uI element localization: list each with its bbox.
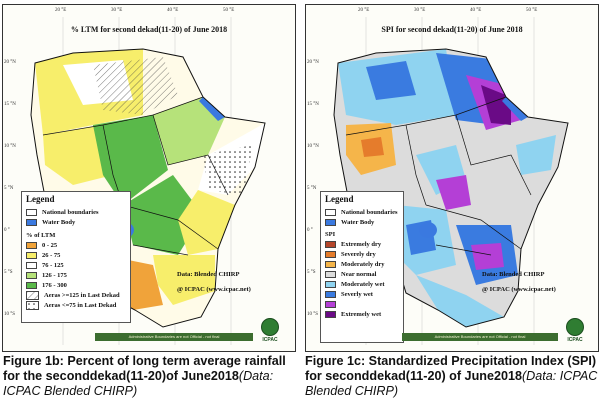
data-credit: Data: Blended CHIRP [482,271,545,278]
legend-class: 76 - 125 [26,260,130,270]
red-sea [502,97,528,121]
ltm-legend: Legend National boundaries Water Body % … [21,191,131,323]
longitude-ticks: 20 °E 30 °E 40 °E 50 °E [358,8,538,13]
data-credit: Data: Blended CHIRP [177,271,240,278]
legend-boundaries: National boundaries [325,207,403,217]
ltm-map-panel: 20 °E 30 °E 40 °E 50 °E 20 °N 15 °N 10 °… [2,4,296,352]
icpac-seal-icon [261,318,279,336]
legend-class: 126 - 175 [26,270,130,280]
legend-class: Severely dry [325,249,403,259]
disclaimer-banner: Administrative Boundaries are not Offici… [95,333,253,341]
legend-class [325,299,403,309]
legend-hatch: Aeras >=125 in Last Dekad [26,290,130,300]
legend-title: Legend [325,194,354,204]
map-title: SPI for second dekad(11-20) of June 2018 [381,25,523,34]
latitude-ticks: 20 °N 15 °N 10 °N 5 °N 0 ° 5 °S 10 °S [4,60,16,317]
icpac-logo: ICPAC [560,318,590,343]
figure-1b-caption: Figure 1b: Percent of long term average … [3,354,286,398]
lake-victoria [419,222,437,238]
legend-dots: Aeras <=75 in Last Dekad [26,300,130,310]
legend-classes-title: % of LTM [26,231,56,239]
legend-class: Extremely wet [325,309,403,319]
latitude-ticks: 20 °N 15 °N 10 °N 5 °N 0 ° 5 °S 10 °S [307,60,319,317]
legend-boundaries: National boundaries [26,207,130,217]
legend-classes-title: SPI [325,230,336,238]
legend-class: Moderately wet [325,279,403,289]
org-credit: @ ICPAC (www.icpac.net) [482,286,556,293]
legend-water: Water Body [325,217,403,227]
longitude-ticks: 20 °E 30 °E 40 °E 50 °E [55,8,235,13]
map-title: % LTM for second dekad(11-20) of June 20… [70,25,228,34]
icpac-seal-icon [566,318,584,336]
legend-class: 176 - 300 [26,280,130,290]
legend-class: 0 - 25 [26,240,130,250]
spi-map-panel: 20 °E 30 °E 40 °E 50 °E 20 °N 15 °N 10 °… [305,4,599,352]
org-credit: @ ICPAC (www.icpac.net) [177,286,251,293]
legend-class: Near normal [325,269,403,279]
legend-class: Moderately dry [325,259,403,269]
red-sea [199,97,225,121]
spi-legend: Legend National boundaries Water Body SP… [320,191,404,343]
legend-class: Severly wet [325,289,403,299]
legend-class: Extremely dry [325,239,403,249]
legend-class: 26 - 75 [26,250,130,260]
disclaimer-banner: Administrative Boundaries are not Offici… [402,333,558,341]
icpac-logo: ICPAC [255,318,285,343]
figure-1c-caption: Figure 1c: Standardized Precipitation In… [305,354,598,398]
legend-water: Water Body [26,217,130,227]
legend-title: Legend [26,194,55,204]
spi-classes [338,49,556,327]
